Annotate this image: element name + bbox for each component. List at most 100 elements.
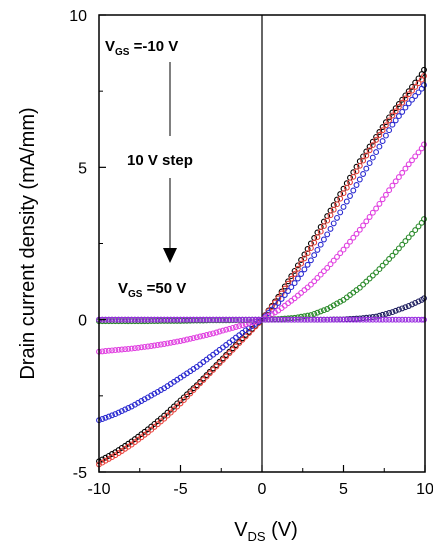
data-point (363, 218, 370, 225)
data-point (337, 195, 344, 202)
data-point (105, 316, 112, 323)
data-point (343, 198, 350, 205)
data-point (382, 191, 389, 198)
data-point (307, 281, 314, 288)
data-point (148, 316, 155, 323)
data-point (399, 99, 406, 106)
data-point (115, 316, 122, 323)
data-point (154, 316, 161, 323)
data-point (203, 373, 210, 380)
data-point (324, 231, 331, 238)
data-point (337, 209, 344, 216)
data-point (206, 370, 213, 377)
data-point (138, 344, 145, 351)
data-point (373, 269, 380, 276)
data-point (307, 245, 314, 252)
data-point (366, 275, 373, 282)
data-point (399, 316, 406, 323)
data-point (311, 252, 318, 259)
data-point (382, 259, 389, 266)
data-point (320, 307, 327, 314)
data-point (399, 96, 406, 103)
data-point (184, 391, 190, 398)
data-point (415, 223, 422, 230)
data-point (373, 149, 380, 156)
annotation-vgs-start-rest: =-10 V (129, 38, 178, 55)
data-point (356, 226, 363, 233)
data-point (360, 171, 367, 177)
data-point (249, 316, 256, 323)
annotation-vgs-start-sub: GS (115, 47, 130, 58)
data-point (412, 83, 419, 90)
data-point (223, 316, 230, 323)
data-point (174, 338, 181, 345)
data-point (389, 182, 396, 189)
data-point (298, 271, 305, 277)
data-point (395, 101, 402, 107)
data-point (395, 316, 402, 323)
data-point (232, 316, 239, 323)
data-point (347, 238, 353, 245)
data-point (246, 316, 252, 323)
data-point (405, 234, 412, 241)
x-axis-label-sub: DS (248, 529, 266, 544)
data-point (177, 397, 184, 404)
annotation-vgs-end-sub: GS (128, 289, 143, 300)
data-point (412, 153, 419, 160)
data-point (239, 336, 246, 343)
data-point (242, 333, 249, 340)
data-point (386, 187, 393, 194)
data-point (337, 316, 344, 323)
step-arrow-head (163, 248, 177, 263)
data-point (392, 316, 399, 323)
x-tick-label: 5 (339, 481, 348, 498)
data-point (415, 149, 422, 156)
data-point (337, 250, 344, 257)
data-point (285, 288, 292, 294)
data-point (399, 305, 406, 312)
data-point (363, 152, 370, 159)
data-point (144, 316, 151, 323)
data-point (298, 313, 305, 320)
data-point (399, 169, 406, 176)
data-point (386, 310, 393, 316)
data-point (301, 316, 308, 323)
data-point (242, 316, 249, 323)
data-point (317, 308, 324, 315)
data-point (131, 316, 138, 323)
data-point (314, 234, 321, 241)
data-point (105, 413, 112, 420)
data-point (268, 303, 275, 310)
data-point (392, 117, 399, 124)
data-point (399, 108, 406, 115)
data-point (324, 217, 331, 224)
data-point (405, 316, 412, 323)
data-point (226, 350, 233, 357)
data-point (317, 241, 324, 248)
data-point (138, 316, 145, 323)
data-point (239, 316, 246, 323)
data-point (373, 205, 380, 212)
data-point (105, 347, 112, 354)
data-point (184, 336, 190, 343)
data-point (112, 411, 119, 418)
data-point (229, 324, 236, 331)
data-point (278, 290, 285, 297)
data-point (187, 316, 194, 323)
data-point (389, 252, 396, 259)
data-point (200, 316, 207, 323)
data-point (340, 316, 347, 323)
data-point (409, 301, 415, 308)
data-point (311, 316, 318, 323)
data-point (125, 345, 132, 352)
data-point (399, 241, 406, 248)
data-point (112, 347, 119, 354)
data-point (330, 206, 337, 213)
data-point (340, 246, 347, 253)
data-point (376, 132, 383, 138)
data-point (122, 316, 129, 323)
data-point (164, 409, 171, 416)
data-point (184, 316, 190, 323)
data-point (278, 288, 285, 295)
data-point (360, 281, 367, 288)
